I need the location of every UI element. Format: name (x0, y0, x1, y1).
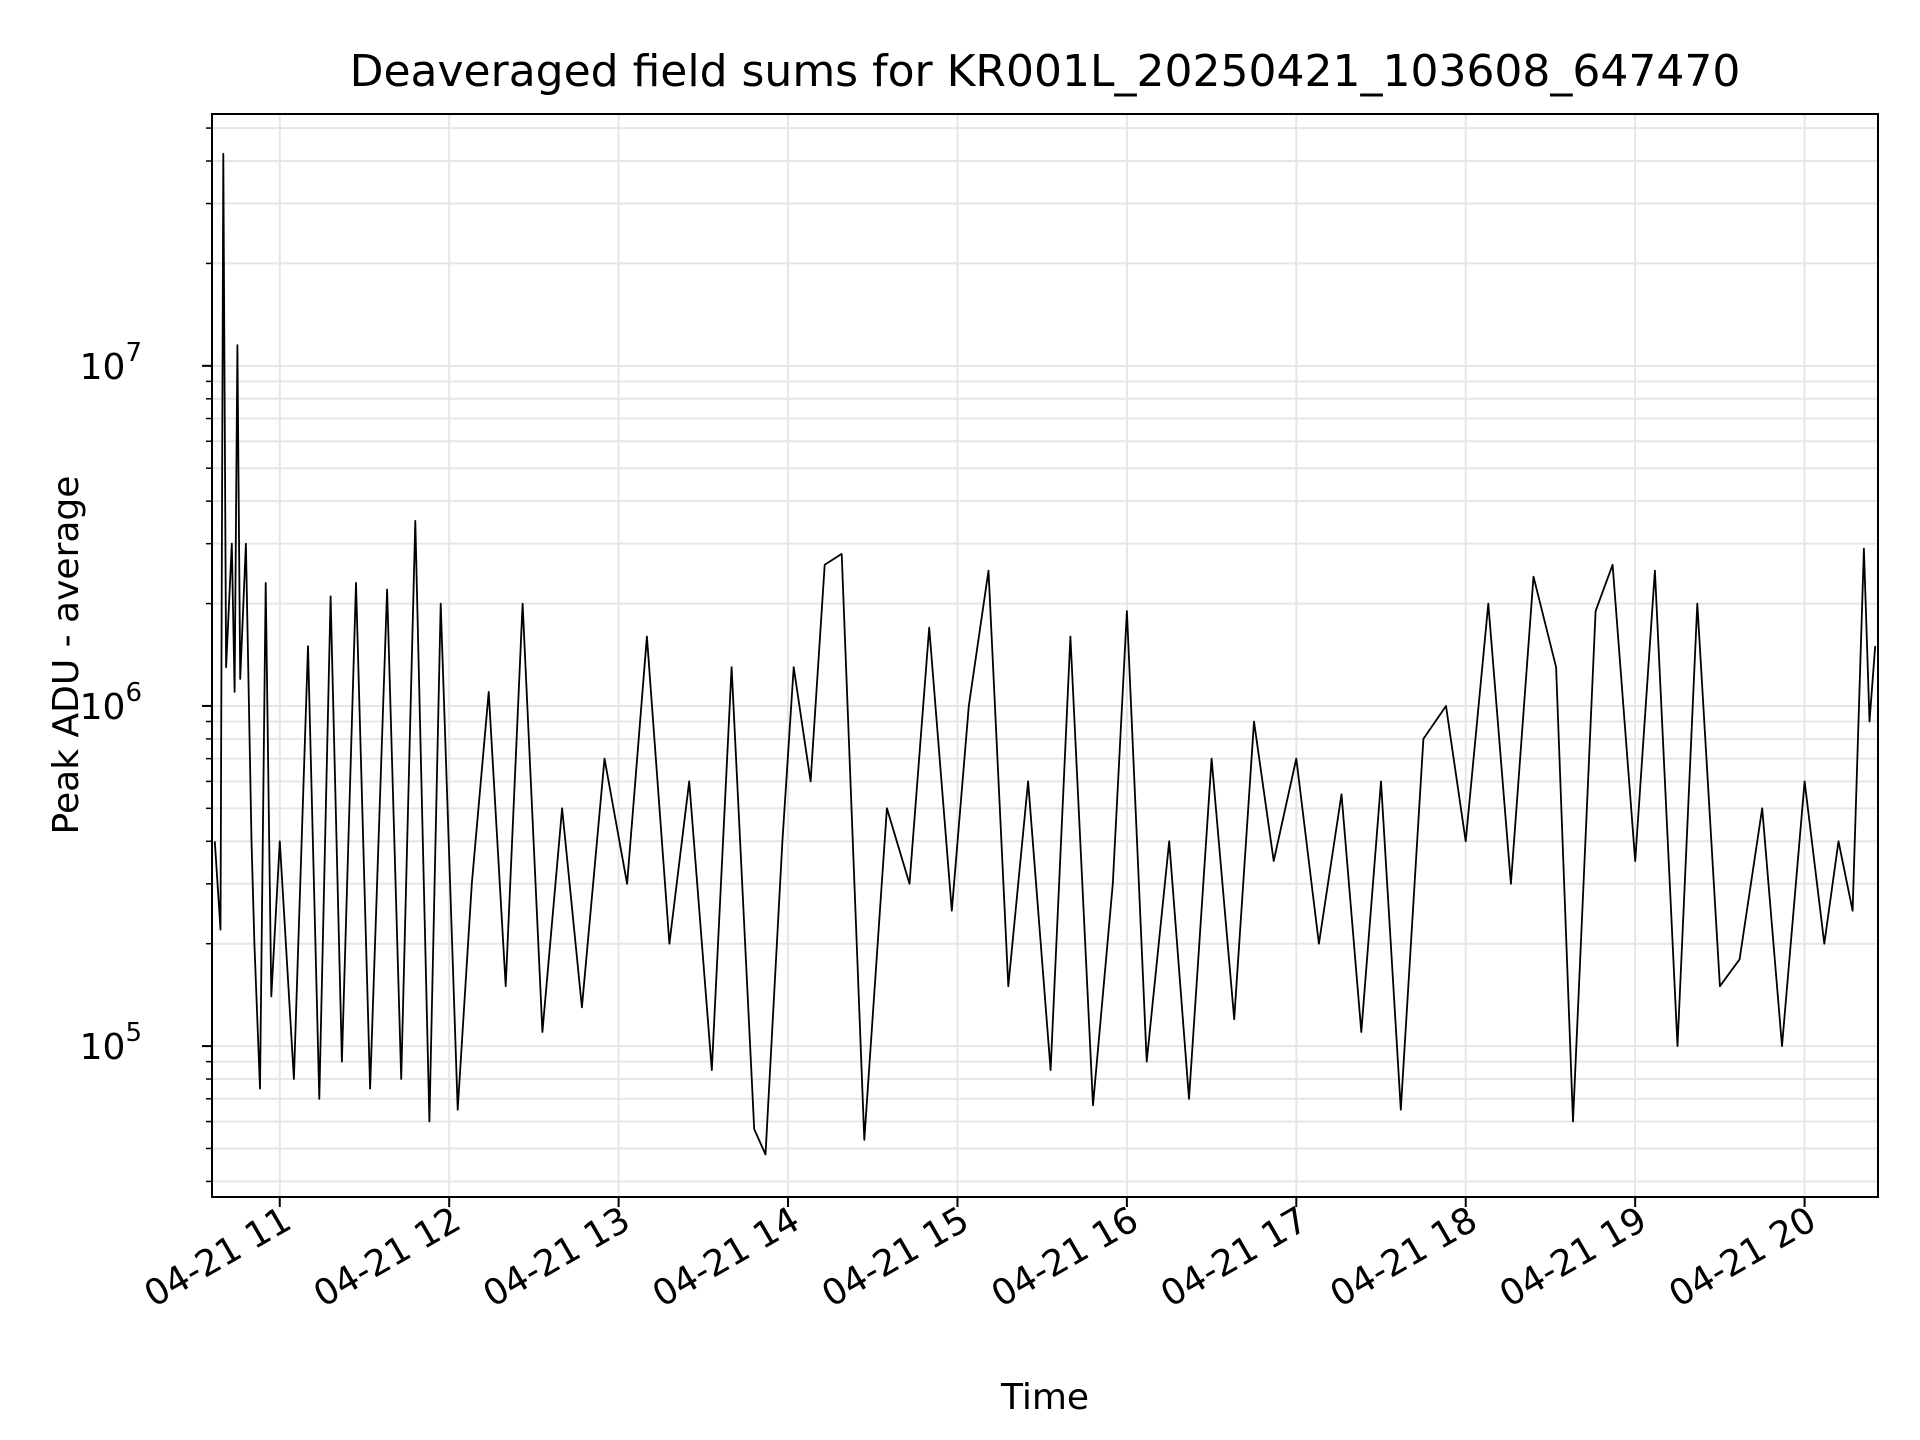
y-tick-exponent: 5 (125, 1018, 142, 1048)
y-tick-label: 106 (80, 678, 142, 728)
series-line (213, 152, 1877, 1156)
x-axis-label: Time (1000, 1377, 1089, 1418)
y-axis-label: Peak ADU - average (46, 476, 87, 835)
y-tick-base: 10 (80, 347, 126, 388)
plot-frame (211, 113, 1879, 1198)
y-tick-base: 10 (80, 687, 126, 728)
y-tick-exponent: 7 (125, 338, 142, 368)
chart-title: Deaveraged field sums for KR001L_2025042… (350, 46, 1741, 97)
y-tick-exponent: 6 (125, 678, 142, 708)
series-layer (213, 152, 1877, 1156)
minor-gridlines (212, 127, 1878, 1183)
y-tick-label: 107 (80, 338, 142, 388)
y-tick-base: 10 (80, 1027, 126, 1068)
y-tick-label: 105 (80, 1018, 142, 1068)
